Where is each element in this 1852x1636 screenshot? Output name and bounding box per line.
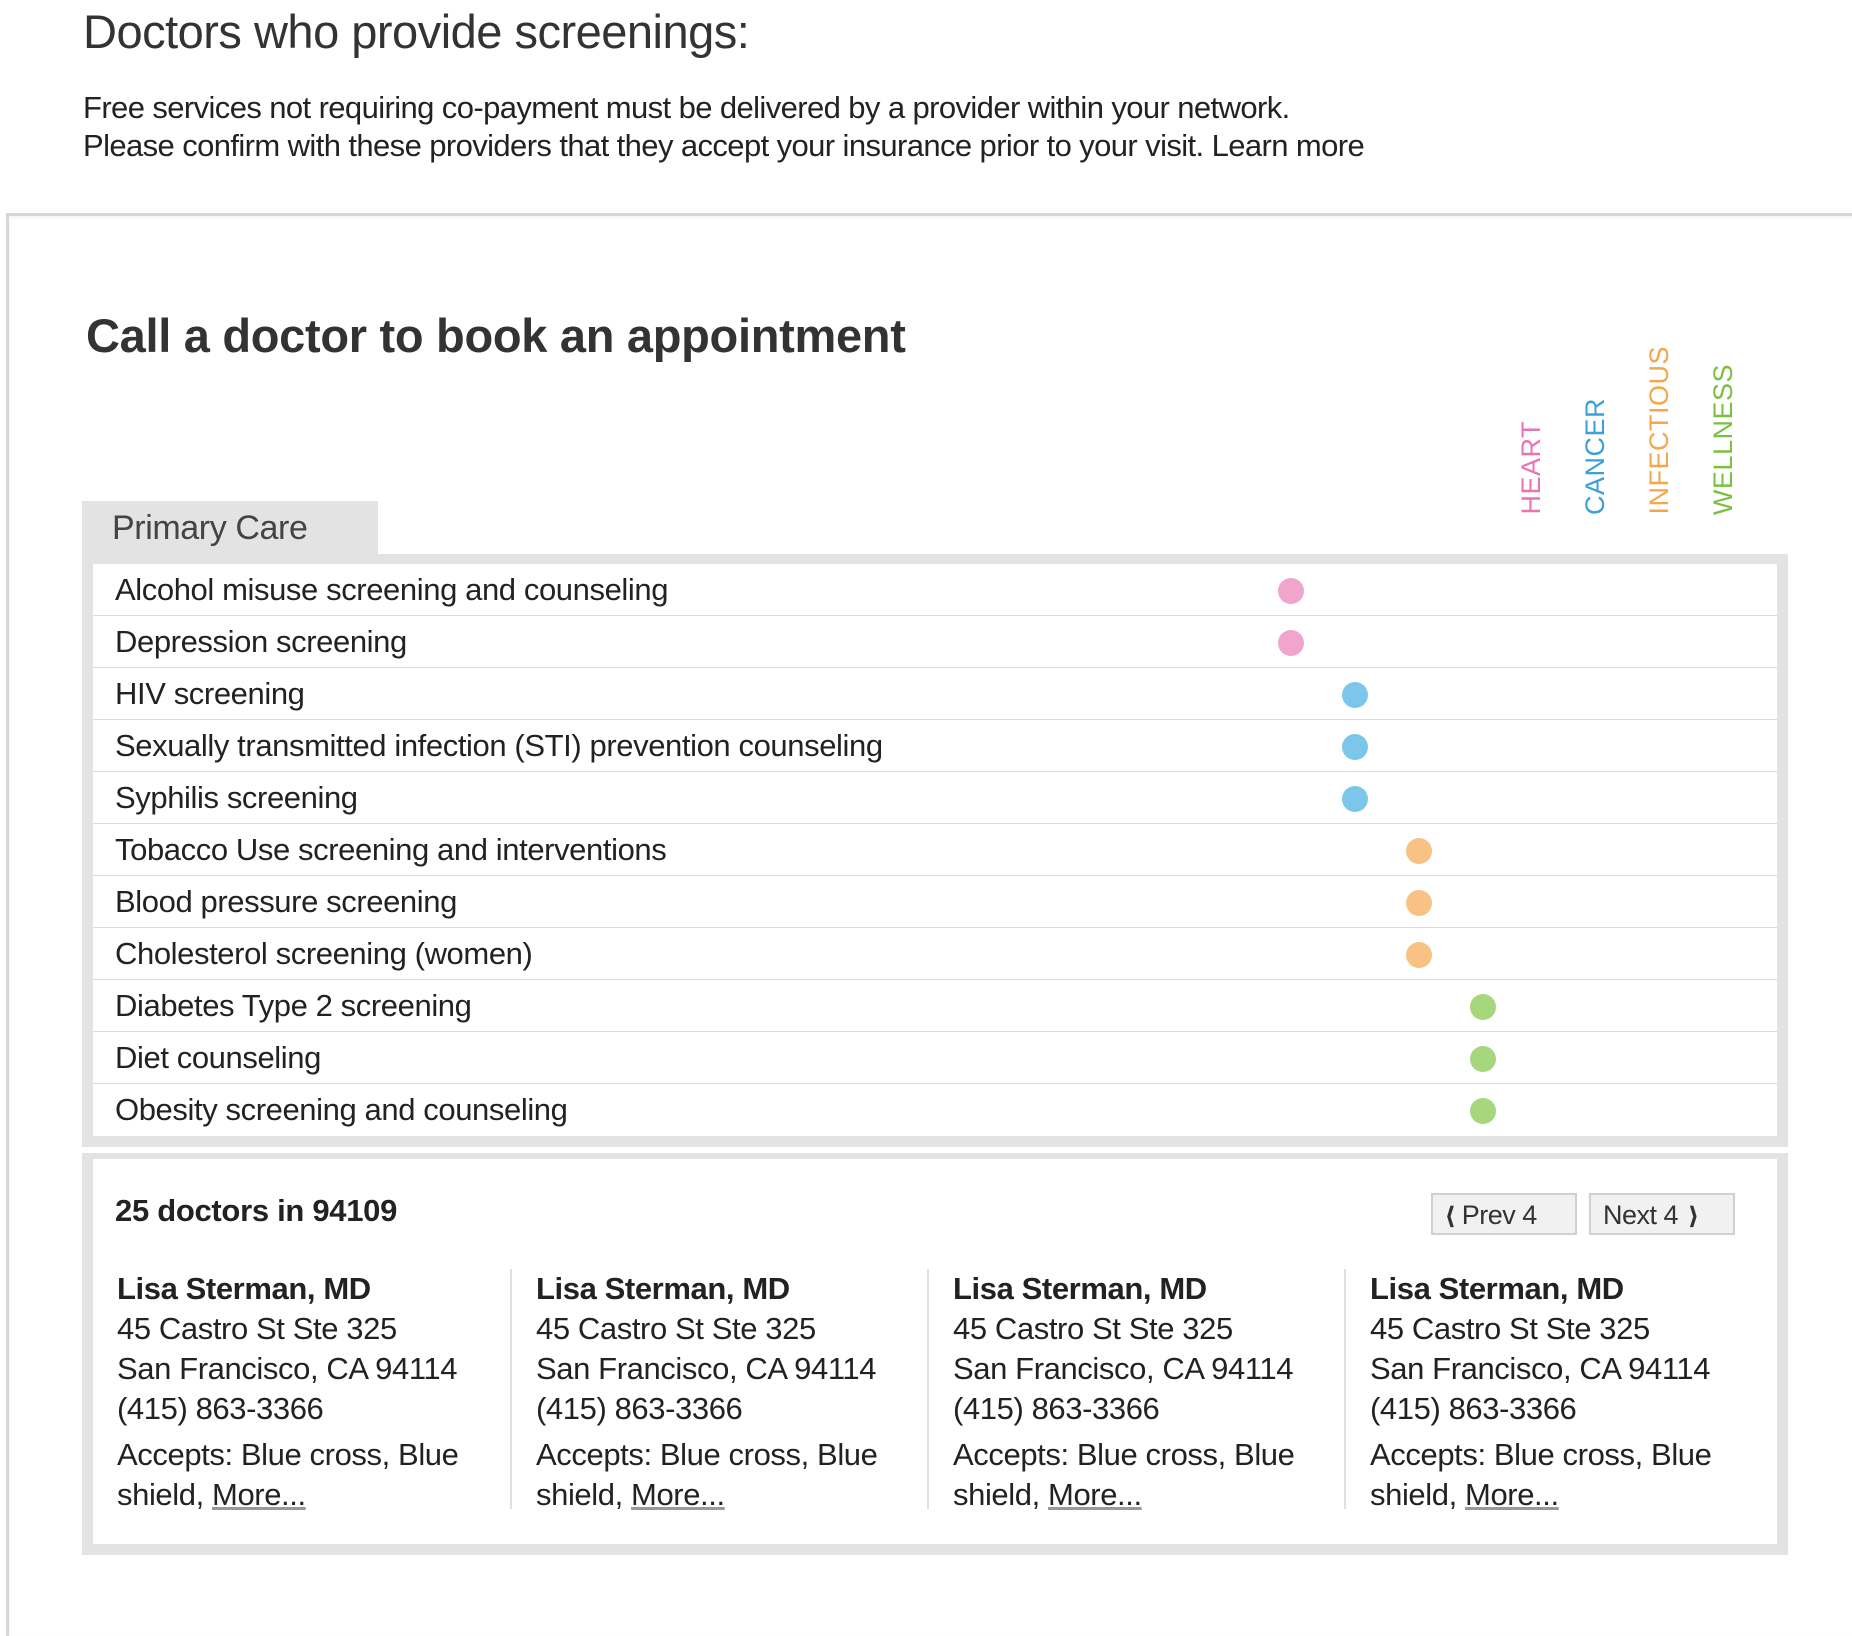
doctor-name: Lisa Sterman, MD: [536, 1271, 790, 1306]
doctor-address-street: 45 Castro St Ste 325: [1370, 1311, 1650, 1346]
doctor-accepts-text: Accepts: Blue cross, Blue shield,: [117, 1437, 459, 1512]
doctor-name: Lisa Sterman, MD: [117, 1271, 371, 1306]
services-list: Alcohol misuse screening and counseling D…: [93, 564, 1777, 1136]
heart-indicator-dot: [1278, 578, 1304, 604]
service-label: Diet counseling: [115, 1040, 321, 1075]
wellness-indicator-dot: [1470, 1046, 1496, 1072]
service-label: Alcohol misuse screening and counseling: [115, 572, 669, 607]
service-row[interactable]: Alcohol misuse screening and counseling: [93, 564, 1777, 616]
intro-line-confirm: Please confirm with these providers that…: [83, 127, 1783, 165]
doctor-phone: (415) 863-3366: [117, 1391, 324, 1426]
infectious-indicator-dot: [1406, 942, 1432, 968]
doctors-inner: 25 doctors in 94109 ⟨⟨ Prev 4 Next 4 ⟩⟩ Li…: [93, 1159, 1777, 1544]
category-wellness: WELLNESS: [1708, 363, 1738, 515]
services-panel: Alcohol misuse screening and counseling D…: [82, 554, 1788, 1147]
doctor-accepts-text: Accepts: Blue cross, Blue shield,: [1370, 1437, 1712, 1512]
service-row[interactable]: Diet counseling: [93, 1032, 1777, 1084]
intro-line-confirm-text: Please confirm with these providers that…: [83, 128, 1204, 163]
wellness-indicator-dot: [1470, 994, 1496, 1020]
service-row[interactable]: Obesity screening and counseling: [93, 1084, 1777, 1136]
learn-more-link[interactable]: Learn more: [1211, 128, 1365, 163]
double-chevron-right-icon: ⟩⟩: [1688, 1203, 1698, 1230]
category-labels: HEART CANCER INFECTIOUS WELLNESS: [1496, 345, 1738, 515]
service-label: Cholesterol screening (women): [115, 936, 533, 971]
doctor-address-street: 45 Castro St Ste 325: [117, 1311, 397, 1346]
doctor-phone: (415) 863-3366: [1370, 1391, 1577, 1426]
category-infectious: INFECTIOUS: [1644, 346, 1674, 515]
doctor-accepts-text: Accepts: Blue cross, Blue shield,: [953, 1437, 1295, 1512]
service-row[interactable]: Sexually transmitted infection (STI) pre…: [93, 720, 1777, 772]
service-label: Obesity screening and counseling: [115, 1092, 568, 1127]
more-insurance-link[interactable]: More...: [631, 1477, 725, 1512]
service-row[interactable]: Depression screening: [93, 616, 1777, 668]
service-row[interactable]: Diabetes Type 2 screening: [93, 980, 1777, 1032]
doctor-phone: (415) 863-3366: [536, 1391, 743, 1426]
doctor-accepts: Accepts: Blue cross, Blue shield, More..…: [1370, 1435, 1734, 1515]
service-row[interactable]: HIV screening: [93, 668, 1777, 720]
prev-page-label: Prev 4: [1461, 1200, 1538, 1230]
doctor-name: Lisa Sterman, MD: [1370, 1271, 1624, 1306]
doctor-accepts: Accepts: Blue cross, Blue shield, More..…: [953, 1435, 1317, 1515]
cancer-indicator-dot: [1342, 682, 1368, 708]
infectious-indicator-dot: [1406, 838, 1432, 864]
doctor-card: Lisa Sterman, MD 45 Castro St Ste 325 San …: [510, 1269, 900, 1512]
tab-primary-care[interactable]: Primary Care: [82, 501, 378, 554]
category-cancer: CANCER: [1580, 397, 1610, 515]
service-row[interactable]: Syphilis screening: [93, 772, 1777, 824]
service-row[interactable]: Tobacco Use screening and interventions: [93, 824, 1777, 876]
doctor-card: Lisa Sterman, MD 45 Castro St Ste 325 San …: [927, 1269, 1317, 1512]
wellness-indicator-dot: [1470, 1098, 1496, 1124]
doctor-accepts: Accepts: Blue cross, Blue shield, More..…: [117, 1435, 483, 1515]
service-label: Diabetes Type 2 screening: [115, 988, 472, 1023]
page-header: Doctors who provide screenings: Free ser…: [83, 0, 1783, 165]
doctor-address-city: San Francisco, CA 94114: [536, 1351, 877, 1386]
more-insurance-link[interactable]: More...: [212, 1477, 306, 1512]
doctor-address-city: San Francisco, CA 94114: [1370, 1351, 1711, 1386]
intro-line-network: Free services not requiring co-payment m…: [83, 90, 1290, 125]
next-page-button[interactable]: Next 4 ⟩⟩: [1589, 1193, 1735, 1235]
doctor-phone: (415) 863-3366: [953, 1391, 1160, 1426]
doctor-address-city: San Francisco, CA 94114: [953, 1351, 1294, 1386]
card-title: Call a doctor to book an appointment: [86, 309, 906, 362]
service-row[interactable]: Cholesterol screening (women): [93, 928, 1777, 980]
next-page-label: Next 4: [1603, 1200, 1679, 1230]
double-chevron-left-icon: ⟨⟨: [1445, 1203, 1455, 1230]
doctor-address-street: 45 Castro St Ste 325: [536, 1311, 816, 1346]
cancer-indicator-dot: [1342, 786, 1368, 812]
doctor-address-street: 45 Castro St Ste 325: [953, 1311, 1233, 1346]
doctor-accepts: Accepts: Blue cross, Blue shield, More..…: [536, 1435, 900, 1515]
service-label: Depression screening: [115, 624, 407, 659]
page-title: Doctors who provide screenings:: [83, 5, 750, 58]
category-heart: HEART: [1516, 421, 1546, 515]
doctor-card: Lisa Sterman, MD 45 Castro St Ste 325 San …: [1344, 1269, 1734, 1512]
service-label: HIV screening: [115, 676, 305, 711]
doctors-panel: 25 doctors in 94109 ⟨⟨ Prev 4 Next 4 ⟩⟩ Li…: [82, 1153, 1788, 1555]
doctor-card: Lisa Sterman, MD 45 Castro St Ste 325 San …: [93, 1269, 483, 1515]
more-insurance-link[interactable]: More...: [1465, 1477, 1559, 1512]
infectious-indicator-dot: [1406, 890, 1432, 916]
service-label: Tobacco Use screening and interventions: [115, 832, 667, 867]
prev-page-button[interactable]: ⟨⟨ Prev 4: [1431, 1193, 1577, 1235]
heart-indicator-dot: [1278, 630, 1304, 656]
service-label: Sexually transmitted infection (STI) pre…: [115, 728, 883, 763]
intro-text: Free services not requiring co-payment m…: [83, 89, 1783, 165]
more-insurance-link[interactable]: More...: [1048, 1477, 1142, 1512]
doctor-accepts-text: Accepts: Blue cross, Blue shield,: [536, 1437, 878, 1512]
doctor-name: Lisa Sterman, MD: [953, 1271, 1207, 1306]
cancer-indicator-dot: [1342, 734, 1368, 760]
service-row[interactable]: Blood pressure screening: [93, 876, 1777, 928]
service-label: Blood pressure screening: [115, 884, 457, 919]
doctor-address-city: San Francisco, CA 94114: [117, 1351, 458, 1386]
doctors-count: 25 doctors in 94109: [115, 1193, 398, 1228]
service-label: Syphilis screening: [115, 780, 358, 815]
